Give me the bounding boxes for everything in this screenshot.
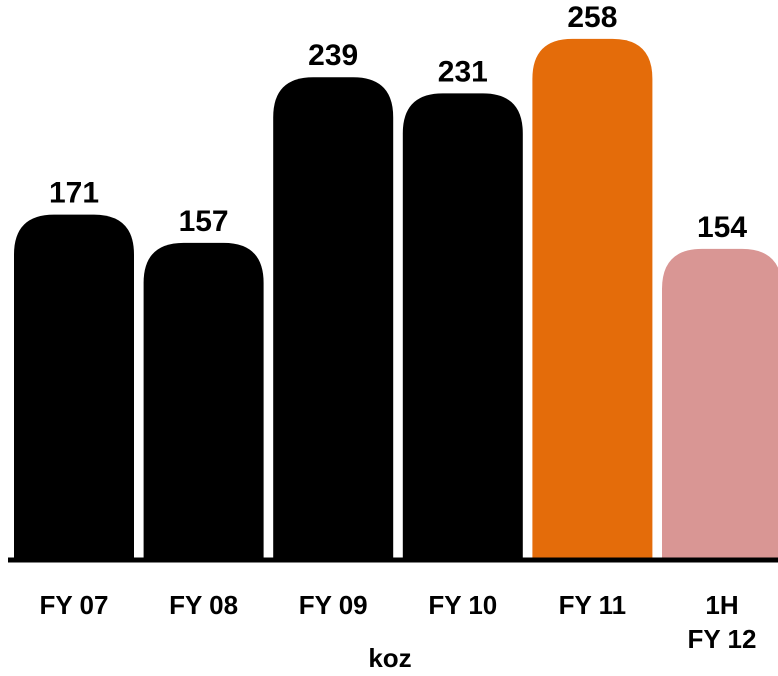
x-tick-label-3: FY 10: [428, 590, 497, 620]
value-labels-group: 171 157 239 231 258 154: [49, 1, 747, 244]
x-tick-label-4: FY 11: [559, 590, 626, 620]
value-label-3: 231: [438, 55, 488, 88]
bars-group: [14, 38, 778, 561]
x-tick-label-5-line-0: 1H: [705, 590, 738, 620]
x-axis-label: koz: [368, 643, 411, 673]
value-label-5: 154: [697, 211, 747, 244]
value-label-4: 258: [567, 1, 617, 34]
x-tick-label-1: FY 08: [169, 590, 238, 620]
bar-3: [402, 93, 523, 560]
x-tick-label-5-line-1: FY 12: [688, 624, 757, 654]
bar-4: [532, 38, 653, 560]
x-tick-label-2: FY 09: [299, 590, 368, 620]
value-label-2: 239: [308, 39, 358, 72]
value-label-0: 171: [49, 177, 99, 210]
x-tick-label-0: FY 07: [40, 590, 109, 620]
bar-5: [662, 248, 778, 560]
bar-2: [273, 77, 394, 560]
x-tick-labels-group: FY 07 FY 08 FY 09 FY 10 FY 11 1H FY 12: [40, 590, 757, 654]
bar-0: [14, 214, 134, 560]
value-label-1: 157: [179, 205, 229, 238]
bar-1: [143, 242, 264, 561]
